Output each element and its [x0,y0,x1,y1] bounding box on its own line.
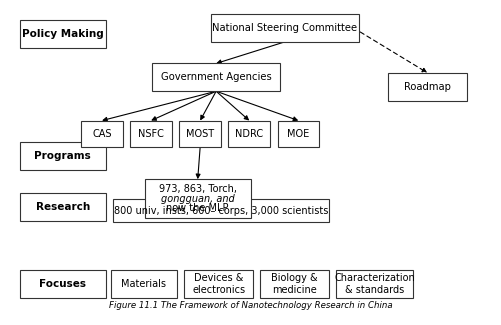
Text: gongguan, and: gongguan, and [161,193,234,203]
FancyBboxPatch shape [261,270,329,298]
FancyBboxPatch shape [179,121,221,147]
FancyBboxPatch shape [388,73,466,100]
FancyBboxPatch shape [20,270,106,298]
Text: CAS: CAS [92,129,112,139]
FancyBboxPatch shape [211,14,359,42]
Text: Government Agencies: Government Agencies [161,72,272,82]
Text: Materials: Materials [121,279,166,289]
Text: NSFC: NSFC [138,129,164,139]
Text: Policy Making: Policy Making [22,29,104,39]
FancyBboxPatch shape [337,270,412,298]
FancyBboxPatch shape [81,121,123,147]
Text: Focuses: Focuses [39,279,86,289]
FancyBboxPatch shape [130,121,172,147]
Text: MOE: MOE [287,129,310,139]
FancyBboxPatch shape [111,270,177,298]
FancyBboxPatch shape [184,270,253,298]
Text: 973, 863, Torch,: 973, 863, Torch, [159,184,236,194]
Text: Roadmap: Roadmap [404,82,451,92]
FancyBboxPatch shape [278,121,319,147]
FancyBboxPatch shape [228,121,270,147]
Text: NDRC: NDRC [235,129,264,139]
FancyBboxPatch shape [113,199,329,222]
Text: Figure 11.1 The Framework of Nanotechnology Research in China: Figure 11.1 The Framework of Nanotechnol… [109,302,392,310]
Text: Characterization
& standards: Characterization & standards [334,273,415,295]
Text: Programs: Programs [35,151,91,161]
FancyBboxPatch shape [20,142,106,170]
Text: 800 univ, insts, 600– corps, 3,000 scientists: 800 univ, insts, 600– corps, 3,000 scien… [114,206,328,216]
FancyBboxPatch shape [145,179,250,218]
Text: National Steering Committee: National Steering Committee [212,23,357,33]
Text: now the MLP: now the MLP [166,203,229,214]
FancyBboxPatch shape [20,193,106,221]
Text: MOST: MOST [186,129,214,139]
Text: Biology &
medicine: Biology & medicine [272,273,318,295]
FancyBboxPatch shape [20,20,106,48]
Text: Devices &
electronics: Devices & electronics [192,273,245,295]
Text: Research: Research [36,202,90,212]
FancyBboxPatch shape [152,63,280,91]
